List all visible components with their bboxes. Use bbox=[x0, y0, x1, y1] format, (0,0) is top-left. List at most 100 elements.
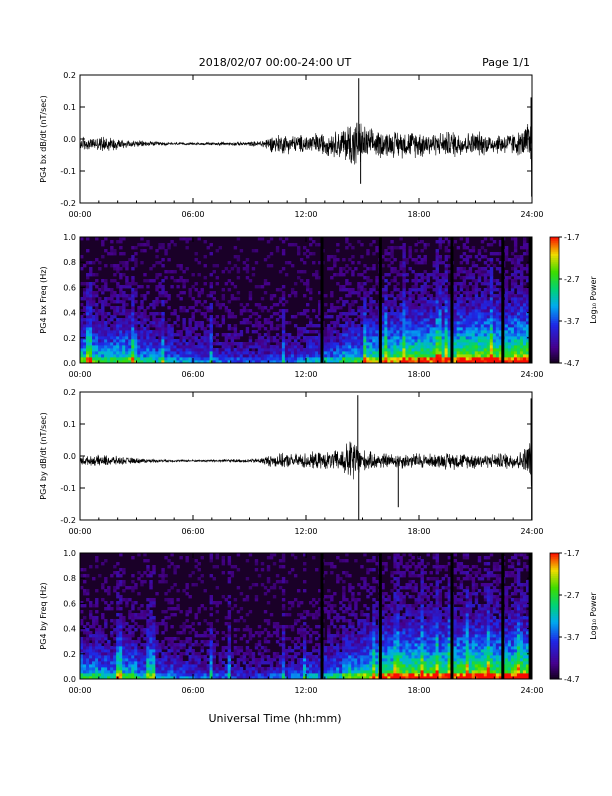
spectrogram-cell bbox=[336, 300, 339, 303]
spectrogram-cell bbox=[514, 333, 517, 336]
spectrogram-cell bbox=[116, 583, 119, 586]
spectrogram-cell bbox=[201, 351, 204, 354]
spectrogram-cell bbox=[481, 306, 484, 309]
spectrogram-cell bbox=[396, 294, 399, 297]
spectrogram-cell bbox=[445, 249, 448, 252]
spectrogram-cell bbox=[89, 357, 92, 360]
spectrogram-cell bbox=[243, 345, 246, 348]
spectrogram-cell bbox=[487, 300, 490, 303]
spectrogram-cell bbox=[487, 303, 490, 306]
spectrogram-cell bbox=[104, 324, 107, 327]
spectrogram-cell bbox=[146, 243, 149, 246]
spectrogram-cell bbox=[128, 643, 131, 646]
spectrogram-cell bbox=[439, 243, 442, 246]
spectrogram-cell bbox=[490, 351, 493, 354]
spectrogram-cell bbox=[514, 336, 517, 339]
spectrogram-cell bbox=[101, 634, 104, 637]
spectrogram-cell bbox=[216, 342, 219, 345]
spectrogram-cell bbox=[505, 282, 508, 285]
spectrogram-cell bbox=[469, 315, 472, 318]
spectrogram-cell bbox=[210, 354, 213, 357]
spectrogram-cell bbox=[273, 339, 276, 342]
spectrogram-cell bbox=[116, 348, 119, 351]
spectrogram-cell bbox=[369, 267, 372, 270]
spectrogram-cell bbox=[104, 354, 107, 357]
spectrogram-cell bbox=[460, 309, 463, 312]
x-tick-label: 00:00 bbox=[68, 370, 91, 379]
spectrogram-cell bbox=[300, 354, 303, 357]
spectrogram-cell bbox=[466, 276, 469, 279]
spectrogram-cell bbox=[107, 333, 110, 336]
spectrogram-cell bbox=[179, 556, 182, 559]
spectrogram-cell bbox=[402, 261, 405, 264]
spectrogram-cell bbox=[402, 339, 405, 342]
spectrogram-cell bbox=[216, 264, 219, 267]
spectrogram-cell bbox=[433, 351, 436, 354]
spectrogram-cell bbox=[472, 321, 475, 324]
spectrogram-cell bbox=[179, 673, 182, 676]
spectrogram-cell bbox=[417, 342, 420, 345]
spectrogram-cell bbox=[454, 285, 457, 288]
spectrogram-cell bbox=[134, 333, 137, 336]
spectrogram-cell bbox=[83, 309, 86, 312]
spectrogram-cell bbox=[104, 637, 107, 640]
spectrogram-cell bbox=[191, 318, 194, 321]
spectrogram-cell bbox=[330, 345, 333, 348]
spectrogram-cell bbox=[369, 318, 372, 321]
spectrogram-cell bbox=[83, 288, 86, 291]
spectrogram-cell bbox=[396, 339, 399, 342]
spectrogram-cell bbox=[98, 637, 101, 640]
spectrogram-cell bbox=[170, 667, 173, 670]
spectrogram-cell bbox=[167, 294, 170, 297]
spectrogram-cell bbox=[354, 342, 357, 345]
spectrogram-cell bbox=[80, 315, 83, 318]
spectrogram-cell bbox=[179, 354, 182, 357]
spectrogram-cell bbox=[201, 345, 204, 348]
spectrogram-cell bbox=[222, 652, 225, 655]
spectrogram-cell bbox=[478, 345, 481, 348]
spectrogram-cell bbox=[390, 270, 393, 273]
spectrogram-cell bbox=[246, 351, 249, 354]
spectrogram-cell bbox=[116, 306, 119, 309]
spectrogram-cell bbox=[414, 321, 417, 324]
spectrogram-cell bbox=[140, 664, 143, 667]
spectrogram-cell bbox=[89, 339, 92, 342]
spectrogram-cell bbox=[89, 655, 92, 658]
spectrogram-cell bbox=[113, 291, 116, 294]
spectrogram-cell bbox=[222, 559, 225, 562]
spectrogram-cell bbox=[201, 673, 204, 676]
spectrogram-cell bbox=[140, 613, 143, 616]
spectrogram-cell bbox=[89, 348, 92, 351]
spectrogram-cell bbox=[146, 619, 149, 622]
spectrogram-cell bbox=[243, 628, 246, 631]
spectrogram-cell bbox=[210, 595, 213, 598]
spectrogram-cell bbox=[439, 357, 442, 360]
spectrogram-cell bbox=[445, 348, 448, 351]
spectrogram-cell bbox=[131, 351, 134, 354]
spectrogram-cell bbox=[185, 673, 188, 676]
y-tick-label: 1.0 bbox=[63, 233, 76, 242]
spectrogram-cell bbox=[414, 258, 417, 261]
spectrogram-cell bbox=[478, 297, 481, 300]
spectrogram-cell bbox=[167, 637, 170, 640]
spectrogram-cell bbox=[460, 348, 463, 351]
spectrogram-cell bbox=[514, 351, 517, 354]
spectrogram-cell bbox=[107, 586, 110, 589]
spectrogram-cell bbox=[237, 297, 240, 300]
spectrogram-cell bbox=[276, 249, 279, 252]
spectrogram-cell bbox=[505, 324, 508, 327]
spectrogram-cell bbox=[110, 652, 113, 655]
spectrogram-cell bbox=[110, 297, 113, 300]
spectrogram-cell bbox=[204, 300, 207, 303]
spectrogram-cell bbox=[113, 336, 116, 339]
spectrogram-cell bbox=[306, 303, 309, 306]
spectrogram-cell bbox=[173, 348, 176, 351]
spectrogram-cell bbox=[89, 336, 92, 339]
spectrogram-cell bbox=[372, 285, 375, 288]
spectrogram-cell bbox=[191, 351, 194, 354]
spectrogram-cell bbox=[213, 565, 216, 568]
spectrogram-cell bbox=[113, 586, 116, 589]
spectrogram-cell bbox=[339, 348, 342, 351]
spectrogram-cell bbox=[185, 667, 188, 670]
spectrogram-cell bbox=[363, 306, 366, 309]
